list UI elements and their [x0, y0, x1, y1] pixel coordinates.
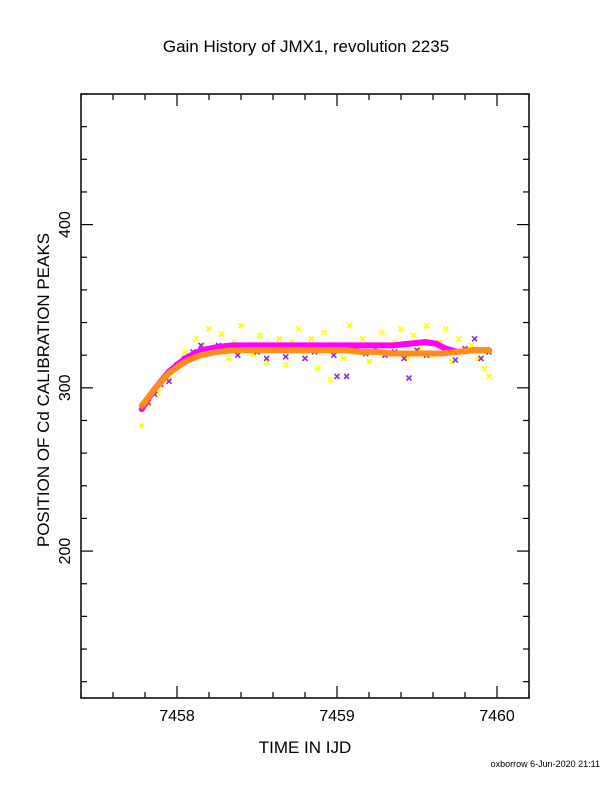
data-point: [294, 342, 300, 349]
data-point: [327, 376, 334, 383]
data-point: [333, 373, 341, 380]
data-point: [138, 402, 145, 409]
data-point: [374, 348, 380, 355]
data-point: [278, 342, 284, 349]
data-point: [410, 332, 417, 339]
data-point: [471, 335, 478, 342]
data-point: [308, 335, 315, 342]
data-point: [282, 361, 289, 369]
data-point: [378, 329, 385, 336]
data-point: [214, 348, 220, 355]
data-point: [423, 322, 430, 329]
data-point: [406, 350, 412, 357]
data-point: [358, 342, 364, 349]
data-point: [234, 352, 241, 359]
data-point: [310, 342, 316, 349]
data-point: [422, 350, 428, 357]
axis-tick-labels: 7458 7459 7460 200 300 400: [57, 211, 515, 725]
x-tick-label: 7459: [319, 708, 355, 725]
data-point: [218, 330, 225, 338]
data-point: [246, 347, 252, 354]
axis-ticks: [80, 93, 530, 698]
data-point: [390, 342, 396, 349]
data-point: [198, 347, 204, 354]
data-point: [214, 344, 220, 351]
data-point: [165, 378, 173, 385]
data-point: [314, 365, 321, 372]
credit-stamp: oxborrow 6-Jun-2020 21:11: [490, 759, 600, 769]
data-point: [485, 373, 493, 380]
data-point: [481, 365, 488, 372]
data-point: [401, 355, 408, 362]
series-band: [138, 347, 492, 409]
data-point: [405, 374, 413, 382]
data-point: [343, 373, 350, 380]
data-point: [295, 326, 302, 333]
y-tick-label: 300: [57, 374, 74, 401]
data-point: [406, 340, 412, 347]
data-point: [193, 335, 200, 342]
data-point: [330, 352, 337, 359]
y-axis-label: POSITION OF Cd CALIBRATION PEAKS: [34, 232, 53, 548]
data-point: [442, 326, 449, 333]
data-point: [282, 353, 289, 360]
data-point: [326, 342, 332, 349]
data-point: [262, 347, 268, 354]
data-point: [397, 326, 405, 333]
data-point: [468, 342, 475, 349]
data-point: [455, 335, 462, 342]
data-point: [294, 347, 300, 354]
data-point: [138, 422, 145, 429]
data-point: [198, 352, 204, 359]
data-point: [166, 370, 172, 377]
data-point: [452, 357, 459, 364]
series-0: [138, 322, 493, 429]
data-point: [230, 347, 236, 354]
data-point: [257, 332, 264, 339]
data-point: [150, 388, 156, 395]
data-point: [454, 348, 460, 355]
x-tick-label: 7458: [159, 708, 195, 725]
data-point: [225, 355, 232, 362]
data-point: [263, 355, 270, 362]
y-tick-label: 200: [57, 538, 74, 565]
data-point: [417, 345, 424, 352]
data-point: [310, 347, 316, 354]
data-point: [477, 355, 485, 362]
data-point: [374, 342, 380, 349]
x-axis-label: TIME IN IJD: [258, 738, 352, 757]
data-point: [301, 355, 309, 362]
data-point: [449, 358, 456, 365]
y-tick-label: 400: [57, 211, 74, 238]
data-point: [278, 347, 284, 354]
data-point: [365, 358, 373, 365]
data-point: [358, 348, 364, 355]
data-point: [230, 342, 236, 349]
data-point: [346, 322, 353, 329]
data-point: [321, 329, 328, 336]
data-point: [181, 348, 189, 355]
x-tick-label: 7460: [479, 708, 515, 725]
data-point: [237, 322, 245, 329]
series-3: [138, 347, 492, 409]
data-point: [342, 342, 348, 349]
data-point: [433, 340, 440, 347]
data-point: [342, 347, 348, 354]
data-point: [276, 335, 283, 342]
data-point: [205, 326, 213, 333]
data-point: [390, 350, 396, 357]
data-point: [486, 347, 492, 354]
data-point: [326, 347, 332, 354]
chart-title: Gain History of JMX1, revolution 2235: [162, 37, 450, 56]
data-point: [470, 347, 476, 354]
data-point: [359, 335, 366, 342]
data-point: [182, 358, 188, 365]
data-point: [340, 355, 347, 362]
data-point: [422, 339, 428, 346]
data-point: [246, 342, 252, 349]
data-point: [438, 350, 444, 357]
data-point: [262, 342, 268, 349]
series-layer: [138, 322, 493, 429]
